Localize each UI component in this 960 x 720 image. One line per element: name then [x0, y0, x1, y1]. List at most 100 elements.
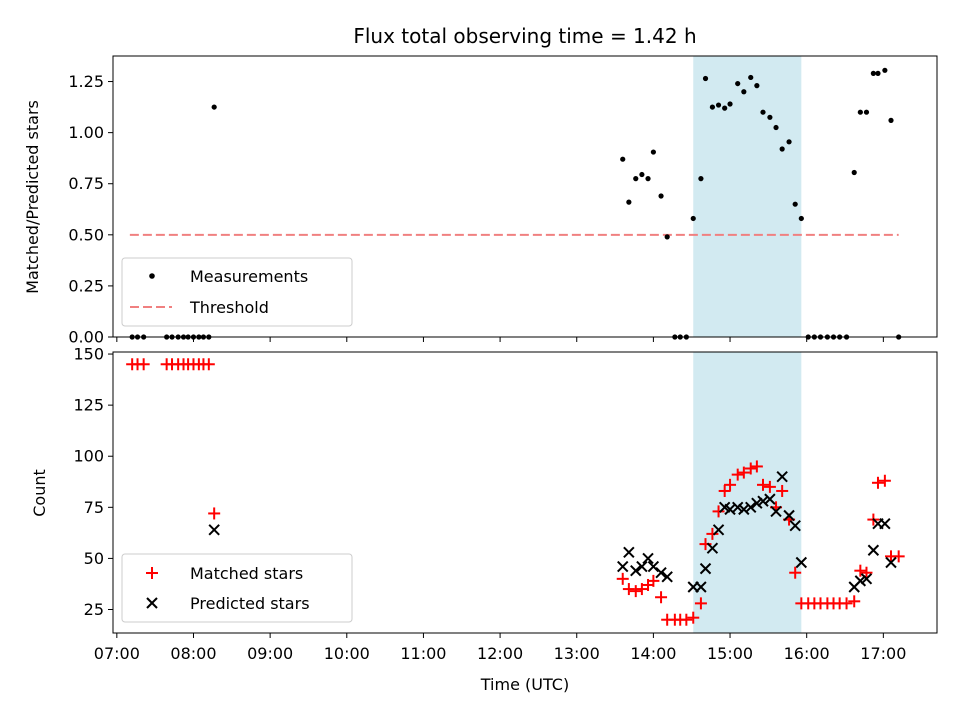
matched-star-point — [208, 507, 221, 520]
predicted-star-point — [860, 573, 873, 585]
measurement-point — [875, 70, 881, 76]
legend-matched-label: Matched stars — [190, 564, 303, 583]
predicted-star-point — [783, 509, 795, 522]
top-panel: Flux total observing time = 1.42 h 0.00 0… — [23, 24, 938, 347]
measurement-point — [882, 67, 888, 73]
matched-star-point — [694, 597, 707, 610]
measurement-point — [741, 89, 747, 95]
predicted-star-point — [617, 560, 629, 573]
measurement-point — [792, 201, 798, 207]
predicted-star-point — [695, 581, 707, 593]
predicted-star-point — [731, 501, 744, 514]
predicted-star-point — [661, 571, 673, 583]
bottom-shaded-region — [693, 352, 802, 633]
measurement-point — [722, 105, 728, 111]
legend-predicted-marker — [146, 597, 158, 609]
matched-star-point — [750, 460, 763, 473]
predicted-star-point — [867, 544, 880, 556]
predicted-star-point — [885, 556, 897, 569]
matched-star-point — [789, 566, 802, 579]
measurement-point — [715, 102, 722, 108]
x-tick-label: 10:00 — [324, 644, 370, 663]
measurement-point — [664, 234, 670, 240]
matched-star-point — [655, 591, 668, 604]
legend-predicted-label: Predicted stars — [190, 594, 310, 613]
measurement-point — [748, 74, 754, 81]
top-y-axis-label: Matched/Predicted stars — [23, 100, 42, 294]
top-y-tick-label: 1.25 — [68, 72, 104, 91]
predicted-star-point — [776, 470, 788, 483]
matched-star-point — [763, 480, 776, 493]
top-y-tick-label: 0.75 — [68, 174, 104, 193]
measurement-point — [626, 199, 632, 205]
predicted-star-point — [879, 517, 891, 530]
bottom-legend-box — [121, 553, 353, 623]
top-y-tick-label: 0.00 — [68, 328, 104, 347]
top-y-tick-label: 0.25 — [68, 276, 104, 295]
predicted-star-point — [642, 552, 654, 565]
measurement-point — [690, 215, 696, 222]
measurement-point — [754, 83, 760, 89]
measurement-point — [645, 176, 651, 182]
bottom-legend: Matched stars Predicted stars — [121, 553, 353, 623]
predicted-star-point — [623, 546, 635, 558]
bottom-plot-frame — [112, 351, 938, 634]
matched-star-point — [871, 476, 884, 489]
x-tick-label: 12:00 — [477, 644, 523, 663]
bottom-y-tick-label: 125 — [73, 396, 104, 415]
matched-star-point — [860, 566, 873, 579]
matched-star-point — [202, 358, 215, 371]
x-tick-label: 09:00 — [247, 644, 293, 663]
predicted-star-point — [655, 567, 667, 579]
measurement-point — [779, 146, 785, 152]
matched-star-point — [848, 595, 861, 608]
predicted-star-point — [738, 503, 750, 516]
matched-star-point — [724, 478, 737, 491]
bottom-panel: 25 50 75 100 125 150 07:00 08:00 09:00 10:00 11:00… — [30, 345, 938, 694]
predicted-star-point — [764, 493, 776, 505]
matched-star-point — [757, 478, 770, 491]
measurement-point — [633, 176, 639, 182]
predicted-star-point — [647, 560, 660, 573]
x-tick-label: 16:00 — [784, 644, 830, 663]
predicted-star-point — [745, 501, 757, 514]
matched-star-point — [616, 572, 629, 585]
matched-star-point — [712, 505, 725, 518]
matched-star-point — [737, 466, 750, 479]
bottom-y-tick-label: 150 — [73, 345, 104, 364]
top-y-tick-label: 1.00 — [68, 123, 104, 142]
predicted-star-point — [751, 497, 763, 509]
top-legend: Measurements Threshold — [121, 257, 353, 327]
top-plot-frame — [112, 55, 938, 338]
predicted-star-point — [706, 542, 719, 554]
predicted-star-point — [712, 524, 725, 536]
x-tick-label: 13:00 — [554, 644, 600, 663]
measurement-point — [709, 104, 716, 110]
measurement-point — [658, 193, 664, 199]
measurement-point — [727, 101, 733, 107]
matched-star-point — [137, 358, 150, 371]
legend-measurements-label: Measurements — [190, 267, 308, 286]
predicted-star-point — [770, 505, 782, 518]
legend-measurements-marker — [149, 273, 155, 279]
matched-star-point — [635, 583, 648, 596]
measurement-point — [888, 117, 894, 123]
matched-star-point — [744, 462, 757, 475]
x-tick-label: 07:00 — [94, 644, 140, 663]
measurement-point — [767, 114, 773, 120]
matched-star-point — [776, 484, 789, 497]
predicted-star-point — [636, 560, 648, 573]
matched-star-point — [731, 468, 744, 481]
measurement-point — [620, 156, 626, 162]
measurement-point — [863, 109, 870, 115]
measurement-point — [870, 70, 876, 76]
matched-star-point — [647, 574, 660, 587]
x-tick-label: 17:00 — [860, 644, 906, 663]
legend-threshold-label: Threshold — [189, 298, 269, 317]
measurement-point — [650, 149, 656, 155]
matched-star-point — [629, 585, 642, 598]
bottom-y-tick-label: 75 — [84, 498, 104, 517]
chart-title: Flux total observing time = 1.42 h — [353, 24, 696, 48]
bottom-y-tick-label: 100 — [73, 447, 104, 466]
top-legend-box — [121, 257, 353, 327]
